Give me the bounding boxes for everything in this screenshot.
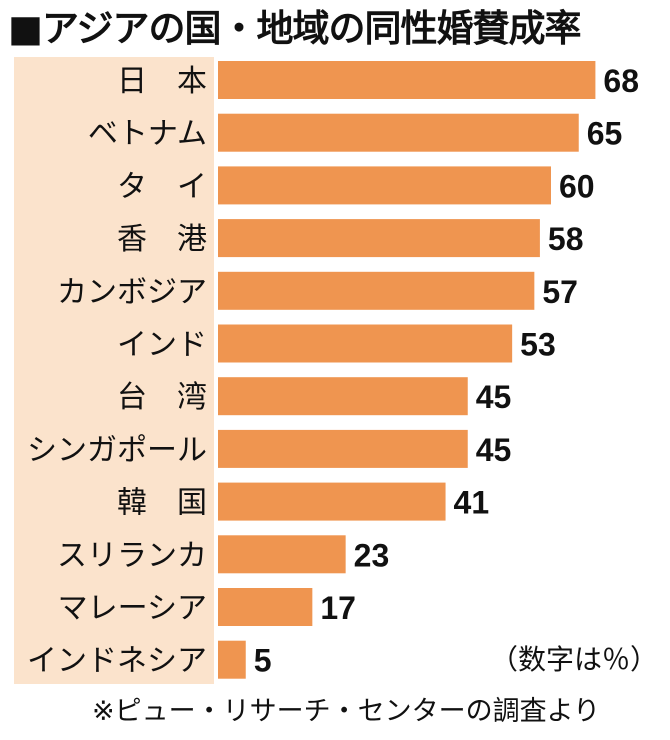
category-label: 台 湾 bbox=[117, 380, 207, 415]
value-label: 65 bbox=[587, 116, 623, 152]
category-label: ベトナム bbox=[88, 117, 207, 152]
source-note: ※ピュー・リサーチ・センターの調査より bbox=[92, 696, 601, 727]
value-label: 57 bbox=[542, 274, 578, 310]
bar bbox=[218, 429, 468, 468]
category-label: インド bbox=[117, 328, 207, 363]
category-label-panel bbox=[14, 57, 214, 684]
category-label: 日 本 bbox=[117, 64, 207, 99]
bar bbox=[218, 324, 513, 363]
value-label: 68 bbox=[603, 63, 639, 99]
bar bbox=[218, 219, 540, 258]
category-label: タ イ bbox=[117, 169, 207, 204]
value-label: 5 bbox=[254, 643, 272, 679]
bar bbox=[218, 113, 579, 152]
bar bbox=[218, 482, 446, 521]
bar bbox=[218, 271, 535, 310]
category-label: 香 港 bbox=[117, 222, 207, 257]
unit-note: （数字は％） bbox=[489, 643, 658, 676]
category-label: インドネシア bbox=[27, 644, 207, 679]
value-label: 53 bbox=[520, 327, 556, 363]
value-label: 60 bbox=[559, 168, 595, 204]
bar bbox=[218, 588, 313, 626]
chart-title: ■アジアの国・地域の同性婚賛成率 bbox=[8, 7, 581, 50]
value-label: 45 bbox=[476, 432, 512, 468]
bars-layer bbox=[218, 61, 596, 679]
bar bbox=[218, 166, 551, 205]
value-label: 17 bbox=[320, 590, 356, 626]
category-label: シンガポール bbox=[27, 433, 207, 468]
value-label: 23 bbox=[354, 537, 390, 573]
value-label: 41 bbox=[454, 485, 490, 521]
bar bbox=[218, 640, 246, 679]
value-label: 45 bbox=[476, 379, 512, 415]
bar bbox=[218, 61, 596, 99]
bar bbox=[218, 377, 468, 416]
value-label: 58 bbox=[548, 221, 584, 257]
bar bbox=[218, 535, 346, 574]
category-label: カンボジア bbox=[57, 275, 207, 310]
category-label: スリランカ bbox=[57, 538, 207, 573]
category-label: マレーシア bbox=[58, 591, 207, 626]
category-label: 韓 国 bbox=[117, 486, 207, 521]
